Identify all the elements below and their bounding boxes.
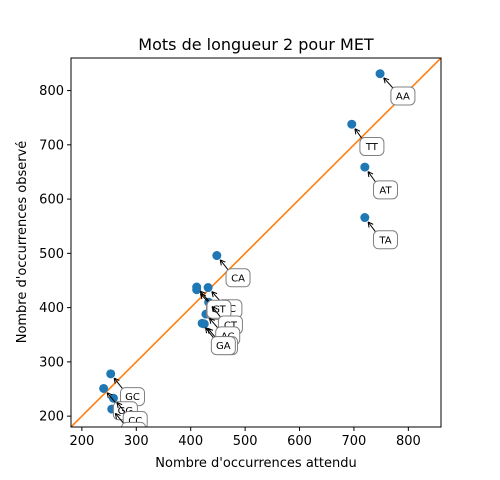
annotation-ca: CA [219, 259, 251, 288]
y-tick-label: 500 [39, 247, 64, 262]
annotation-arrow [199, 290, 210, 302]
annotation-label: GA [216, 341, 231, 352]
x-tick-label: 700 [342, 434, 367, 449]
data-point-ca [212, 251, 222, 261]
annotation-label: GT [212, 305, 226, 316]
annotation-arrow [114, 413, 124, 424]
arrow-head [367, 171, 374, 178]
annotation-label: CT [224, 320, 238, 331]
annotation-label: GC [125, 392, 140, 403]
annotation-arrow [113, 377, 123, 389]
annotation-label: CC [128, 416, 142, 427]
arrow-head [106, 392, 113, 399]
data-point-cc [108, 393, 118, 403]
plot-area [71, 58, 441, 427]
annotation-at: AT [367, 171, 398, 200]
arrow-head [205, 327, 211, 334]
annotation-cg: CG [114, 412, 147, 427]
data-point-ga [197, 318, 207, 328]
data-point-gg [99, 383, 109, 393]
x-tick-label: 200 [69, 434, 94, 449]
annotation-box [121, 421, 147, 427]
arrow-head [219, 259, 226, 266]
x-tick-label: 400 [178, 434, 203, 449]
annotation-arrow [211, 306, 221, 318]
y-axis: 200 300 400 500 600 700 800 [39, 84, 71, 425]
y-tick-label: 800 [39, 84, 64, 99]
annotation-box [359, 136, 385, 156]
annotation-arrow [209, 317, 219, 329]
data-point-gt [192, 282, 202, 292]
annotation-arrow [211, 291, 221, 302]
y-tick-label: 400 [39, 301, 64, 316]
arrow-head [199, 290, 206, 297]
x-tick-label: 300 [124, 434, 149, 449]
annotation-arrow [219, 259, 229, 271]
x-tick-label: 800 [396, 434, 421, 449]
annotation-box [225, 268, 251, 288]
y-axis-label: Nombre d'occurrences observé [15, 141, 30, 344]
arrow-head [211, 306, 218, 313]
annotation-box [373, 180, 398, 200]
x-tick-label: 500 [233, 434, 258, 449]
annotation-arrow [116, 402, 126, 413]
data-point-at [360, 162, 370, 172]
annotation-label: AT [379, 185, 392, 196]
y-tick-label: 700 [39, 138, 64, 153]
plot-frame [70, 57, 442, 428]
data-point-tt [347, 119, 357, 129]
annotation-ta: TA [367, 221, 398, 250]
arrow-head [383, 77, 390, 84]
chart-title: Mots de longueur 2 pour MET [138, 35, 374, 54]
y-tick-label: 600 [39, 193, 64, 208]
arrow-head [116, 402, 123, 409]
annotation-tt: TT [354, 128, 385, 156]
annotation-label: CA [231, 273, 245, 284]
reference-line [71, 58, 441, 427]
annotation-label: GG [118, 406, 134, 417]
y-tick-label: 200 [39, 410, 64, 425]
arrow-head [113, 377, 120, 384]
y-tick-label: 300 [39, 355, 64, 370]
data-point-tc [203, 283, 213, 293]
arrow-head [209, 317, 215, 324]
data-point-aa [375, 69, 385, 79]
annotation-arrow [200, 293, 209, 303]
annotation-label: TT [365, 142, 379, 153]
arrow-head [367, 221, 374, 228]
annotation-arrow [205, 327, 214, 338]
annotation-arrow [106, 392, 116, 404]
annotations: AATTATTACATCTGGTCTACAGGAGCGGCCCG [106, 77, 416, 427]
annotation-label: TA [378, 235, 391, 246]
data-point-ta [360, 213, 370, 223]
x-axis: 200 300 400 500 600 700 800 [69, 427, 421, 449]
arrow-head [354, 128, 361, 135]
annotation-arrow [367, 221, 376, 233]
annotation-arrow [354, 128, 363, 139]
x-tick-label: 600 [287, 434, 312, 449]
arrow-head [114, 412, 121, 419]
annotation-arrow [383, 77, 394, 89]
arrow-head [211, 291, 218, 298]
x-axis-label: Nombre d'occurrences attendu [155, 456, 356, 471]
annotation-box [390, 86, 416, 106]
annotation-box [210, 336, 236, 356]
annotation-arrow [367, 171, 376, 183]
data-point-gc [106, 369, 116, 379]
annotation-aa: AA [383, 77, 416, 106]
annotation-box [373, 230, 398, 250]
annotation-ga: GA [205, 327, 236, 356]
annotation-label: AA [396, 91, 410, 102]
